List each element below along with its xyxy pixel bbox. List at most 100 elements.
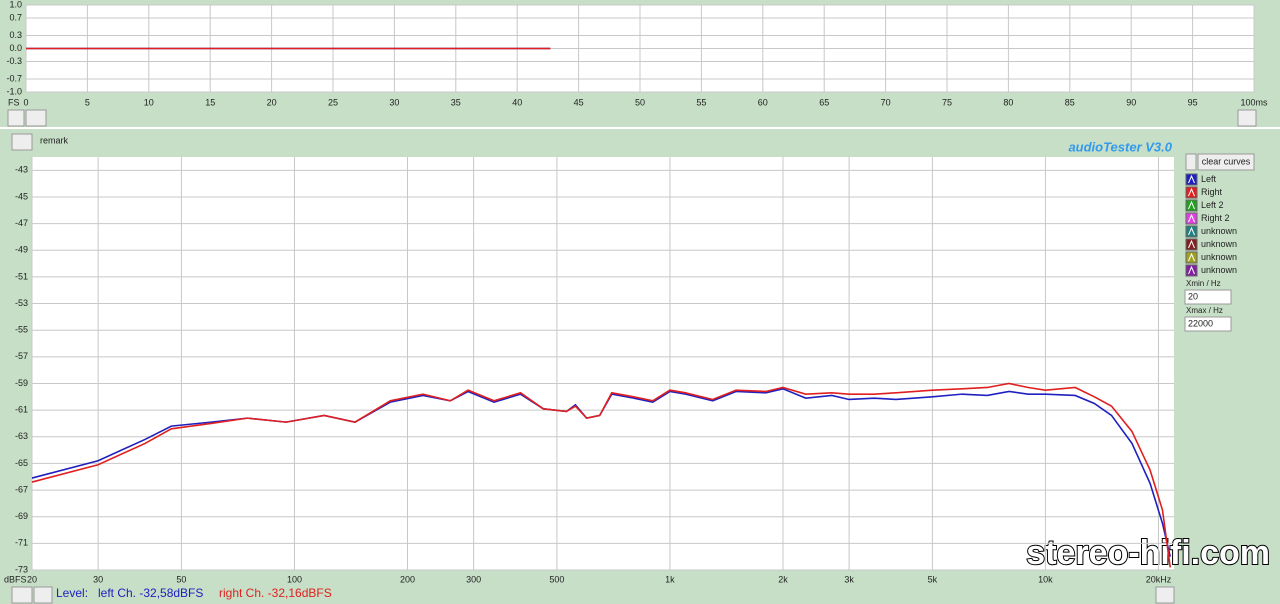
- x-tick-label: 75: [942, 97, 952, 107]
- spinner[interactable]: [11, 586, 33, 604]
- x-tick-label: 10: [144, 97, 154, 107]
- legend-swatch[interactable]: [1185, 173, 1198, 186]
- y-tick-label: -45: [15, 191, 28, 201]
- legend-label[interactable]: unknown: [1201, 239, 1237, 249]
- legend-swatch[interactable]: [1185, 225, 1198, 238]
- xmin-input[interactable]: [1184, 289, 1232, 305]
- x-tick-label: 5k: [928, 574, 938, 584]
- y-tick-label: 0.0: [9, 43, 22, 53]
- scroll-buttons[interactable]: [33, 586, 53, 604]
- clear-button[interactable]: [1197, 153, 1255, 171]
- x-tick-label: 85: [1065, 97, 1075, 107]
- x-tick-label: 25: [328, 97, 338, 107]
- legend-icon: [1188, 213, 1195, 223]
- y-tick-label: -53: [15, 298, 28, 308]
- xmin-label: Xmin / Hz: [1186, 279, 1221, 288]
- y-tick-label: -57: [15, 351, 28, 361]
- x-tick-label: 300: [466, 574, 481, 584]
- x-tick-label: 55: [696, 97, 706, 107]
- legend-swatch[interactable]: [1185, 238, 1198, 251]
- xmin-value[interactable]: 20: [1188, 291, 1198, 301]
- x-tick-label: 100: [287, 574, 302, 584]
- legend-swatch[interactable]: [1185, 199, 1198, 212]
- y-tick-label: -61: [15, 405, 28, 415]
- x-tick-label: 2k: [778, 574, 788, 584]
- legend-label[interactable]: unknown: [1201, 265, 1237, 275]
- legend-swatch[interactable]: [1185, 212, 1198, 225]
- y-tick-label: -51: [15, 271, 28, 281]
- watermark: stereo-hifi.com: [1026, 534, 1270, 572]
- brand: audioTester V3.0: [1068, 139, 1172, 154]
- x-tick-label: 5: [85, 97, 90, 107]
- xmax-label: Xmax / Hz: [1186, 306, 1223, 315]
- x-tick-label: 45: [574, 97, 584, 107]
- legend-label[interactable]: Left: [1201, 174, 1217, 184]
- legend-label[interactable]: Right 2: [1201, 213, 1230, 223]
- y-tick-label: -49: [15, 245, 28, 255]
- x-tick-label: 20: [267, 97, 277, 107]
- x-tick-label: 80: [1003, 97, 1013, 107]
- spinner[interactable]: [7, 109, 25, 127]
- x-axis-label: FS: [8, 97, 20, 107]
- x-tick-label: 60: [758, 97, 768, 107]
- remark: remark: [40, 135, 69, 145]
- spinner[interactable]: [11, 133, 33, 151]
- legend-icon: [1188, 174, 1195, 184]
- scroll-buttons[interactable]: [1237, 109, 1257, 127]
- legend-icon: [1188, 187, 1195, 197]
- legend-label[interactable]: Right: [1201, 187, 1223, 197]
- x-tick-label: 100ms: [1240, 97, 1268, 107]
- legend-swatch[interactable]: [1185, 251, 1198, 264]
- y-tick-label: -0.7: [6, 73, 22, 83]
- y-tick-label: -71: [15, 538, 28, 548]
- legend-label[interactable]: Left 2: [1201, 200, 1224, 210]
- x-tick-label: 95: [1188, 97, 1198, 107]
- y-tick-label: -63: [15, 431, 28, 441]
- xmax-value[interactable]: 22000: [1188, 318, 1213, 328]
- spinner[interactable]: [1185, 153, 1197, 171]
- legend-icon: [1188, 239, 1195, 249]
- legend-icon: [1188, 265, 1195, 275]
- x-tick-label: 90: [1126, 97, 1136, 107]
- x-tick-label: 0: [23, 97, 28, 107]
- scroll-buttons[interactable]: [1155, 586, 1175, 604]
- x-tick-label: 30: [389, 97, 399, 107]
- y-tick-label: -47: [15, 218, 28, 228]
- y-tick-label: -0.3: [6, 56, 22, 66]
- plot-area-bottom: [32, 157, 1174, 570]
- xmax-input[interactable]: [1184, 316, 1232, 332]
- legend-swatch[interactable]: [1185, 264, 1198, 277]
- legend-label[interactable]: unknown: [1201, 252, 1237, 262]
- x-tick-label: 1k: [665, 574, 675, 584]
- x-tick-label: 50: [176, 574, 186, 584]
- y-tick-label: 0.3: [9, 30, 22, 40]
- legend-icon: [1188, 226, 1195, 236]
- level-label: Level:: [56, 586, 88, 600]
- y-tick-label: -67: [15, 484, 28, 494]
- legend-swatch[interactable]: [1185, 186, 1198, 199]
- x-tick-label: 35: [451, 97, 461, 107]
- x-tick-label: 50: [635, 97, 645, 107]
- data-line: [31, 382, 1172, 568]
- y-tick-label: 0.7: [9, 12, 22, 22]
- x-tick-label: 500: [549, 574, 564, 584]
- x-tick-label: 70: [881, 97, 891, 107]
- left-level: left Ch. -32,58dBFS: [98, 586, 203, 600]
- x-tick-label: 65: [819, 97, 829, 107]
- x-tick-label: 20: [27, 574, 37, 584]
- y-tick-label: -59: [15, 378, 28, 388]
- y-axis-label: dBFS: [4, 574, 27, 584]
- clear-button-label[interactable]: clear curves: [1202, 156, 1251, 166]
- scroll-buttons[interactable]: [25, 109, 47, 127]
- x-tick-label: 200: [400, 574, 415, 584]
- legend-icon: [1188, 200, 1195, 210]
- y-tick-label: -1.0: [6, 86, 22, 96]
- y-tick-label: -55: [15, 325, 28, 335]
- y-tick-label: -43: [15, 165, 28, 175]
- y-tick-label: -65: [15, 458, 28, 468]
- legend-label[interactable]: unknown: [1201, 226, 1237, 236]
- x-tick-label: 30: [93, 574, 103, 584]
- x-tick-label: 20kHz: [1146, 574, 1172, 584]
